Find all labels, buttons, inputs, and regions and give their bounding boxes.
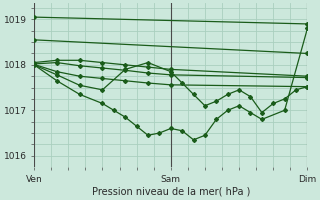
X-axis label: Pression niveau de la mer( hPa ): Pression niveau de la mer( hPa ): [92, 187, 250, 197]
